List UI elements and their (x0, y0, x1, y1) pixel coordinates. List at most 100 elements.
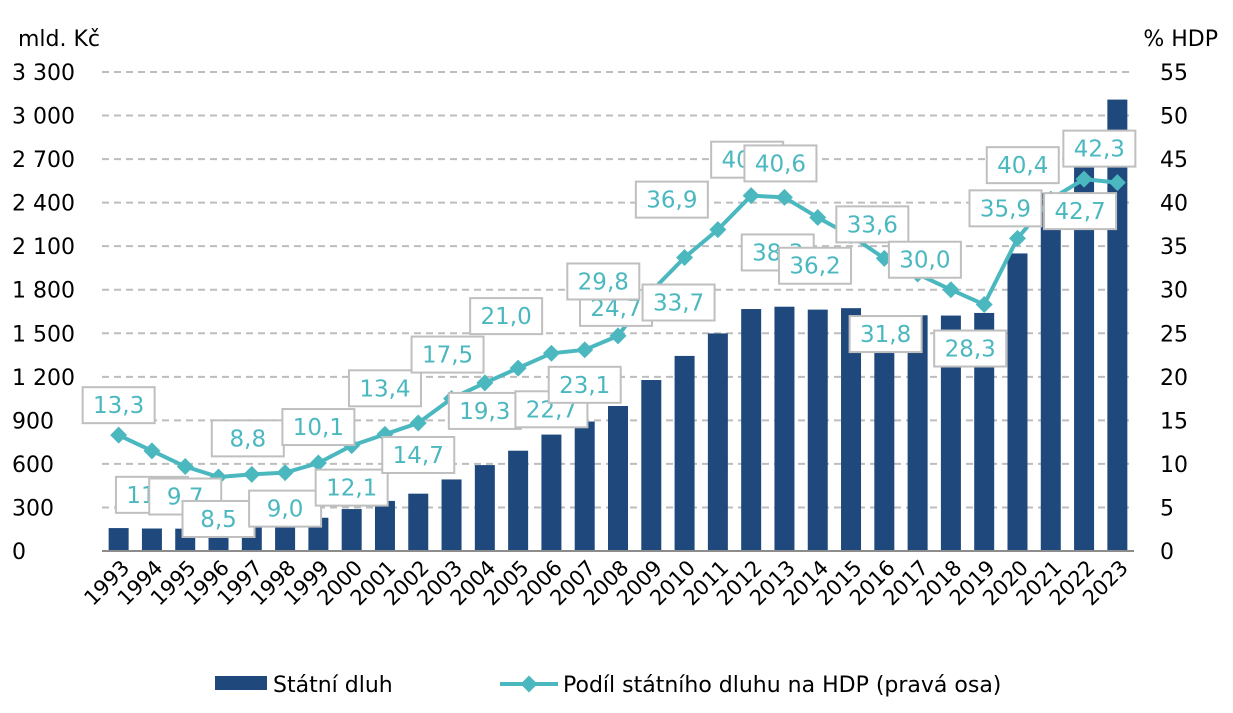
y-right-tick-label: 20 (1160, 366, 1188, 391)
data-label: 40,4 (997, 153, 1048, 179)
line-point (176, 458, 194, 476)
bar (874, 316, 895, 551)
line-point (576, 341, 594, 359)
data-label: 14,7 (393, 443, 444, 469)
data-label: 13,4 (359, 376, 410, 402)
line-point (775, 188, 793, 206)
bar (974, 312, 995, 551)
bar (374, 500, 395, 551)
data-label: 31,8 (860, 322, 911, 348)
legend-bar-label: Státní dluh (273, 673, 393, 698)
data-label-box (1043, 192, 1118, 231)
data-label: 21,0 (481, 304, 532, 330)
data-label-box (933, 329, 1008, 368)
data-label-box (410, 335, 485, 374)
data-label: 36,9 (646, 188, 697, 214)
data-label-box (248, 489, 323, 528)
line-point (542, 344, 560, 362)
data-label: 42,3 (1074, 137, 1125, 163)
data-label-box (848, 315, 923, 354)
bar (841, 308, 862, 551)
bar (141, 528, 162, 551)
data-label: 33,6 (847, 212, 898, 238)
line-series (110, 170, 1126, 486)
bar (907, 315, 928, 551)
bar-series (108, 99, 1128, 551)
bar (408, 493, 429, 551)
data-label: 40,6 (755, 151, 806, 177)
line-point (476, 374, 494, 392)
y-right-tick-label: 50 (1160, 105, 1188, 130)
data-label-box (634, 180, 709, 219)
bar (1007, 253, 1028, 551)
line-point (709, 221, 727, 239)
legend-line-label: Podíl státního dluhu na HDP (pravá osa) (563, 673, 1001, 698)
line-point (1008, 229, 1026, 247)
data-label: 8,5 (200, 507, 237, 533)
data-label-box (281, 408, 356, 447)
y-left-tick-label: 600 (12, 453, 54, 478)
line-point (110, 426, 128, 444)
y-right-tick-label: 35 (1160, 235, 1188, 260)
bar (341, 509, 362, 551)
line-point (609, 327, 627, 345)
bar (508, 450, 529, 551)
line-point (509, 359, 527, 377)
bar (275, 522, 296, 551)
y-left-tick-label: 1 800 (12, 279, 75, 304)
bar (474, 465, 495, 551)
bar (441, 479, 462, 551)
data-label-box (985, 146, 1060, 185)
bar (807, 309, 828, 551)
bar (774, 306, 795, 551)
bar (674, 355, 695, 551)
y-right-tick-label: 25 (1160, 322, 1188, 347)
data-label: 8,8 (230, 426, 267, 452)
data-label: 33,7 (653, 291, 704, 317)
data-label: 12,1 (326, 476, 377, 502)
data-label-box (81, 386, 156, 425)
data-label: 35,9 (980, 196, 1031, 222)
bar (108, 528, 129, 551)
y-right-tick-label: 5 (1160, 496, 1174, 521)
bar (707, 333, 728, 551)
bar (574, 421, 595, 551)
data-label: 36,2 (789, 254, 840, 280)
line-point (409, 414, 427, 432)
line-point (309, 454, 327, 472)
data-label-box (210, 419, 285, 458)
data-label: 29,8 (578, 269, 629, 295)
data-label-box (835, 205, 910, 244)
line-point (676, 249, 694, 266)
y-right-tick-label: 0 (1160, 540, 1174, 565)
data-label-box (566, 262, 641, 301)
y-left-tick-label: 1 200 (12, 366, 75, 391)
bar (741, 309, 762, 551)
legend-line-marker (520, 675, 538, 693)
y-left-tick-label: 1 500 (12, 322, 75, 347)
y-left-tick-label: 3 300 (12, 61, 75, 86)
line-point (742, 187, 760, 205)
bar (608, 405, 628, 551)
y-right-tick-label: 15 (1160, 409, 1188, 434)
y-left-tick-label: 2 700 (12, 148, 75, 173)
legend-bar-swatch (215, 676, 267, 690)
line-point (143, 442, 161, 460)
data-label-box (641, 283, 716, 322)
data-labels: 13,311,59,78,58,89,010,112,113,414,717,5… (81, 129, 1137, 538)
line-point (276, 464, 294, 482)
data-label: 42,7 (1054, 199, 1105, 225)
line-point (942, 281, 960, 299)
right-axis-unit: % HDP (1143, 27, 1218, 52)
data-label: 23,1 (559, 373, 610, 399)
data-label-box (181, 499, 256, 538)
bar (940, 315, 961, 551)
line-point (243, 465, 261, 483)
legend: Státní dluh Podíl státního dluhu na HDP … (215, 673, 1001, 698)
data-label: 17,5 (422, 343, 473, 369)
y-right-tick-label: 55 (1160, 61, 1188, 86)
data-label-box (778, 246, 853, 285)
line-point (975, 296, 993, 314)
